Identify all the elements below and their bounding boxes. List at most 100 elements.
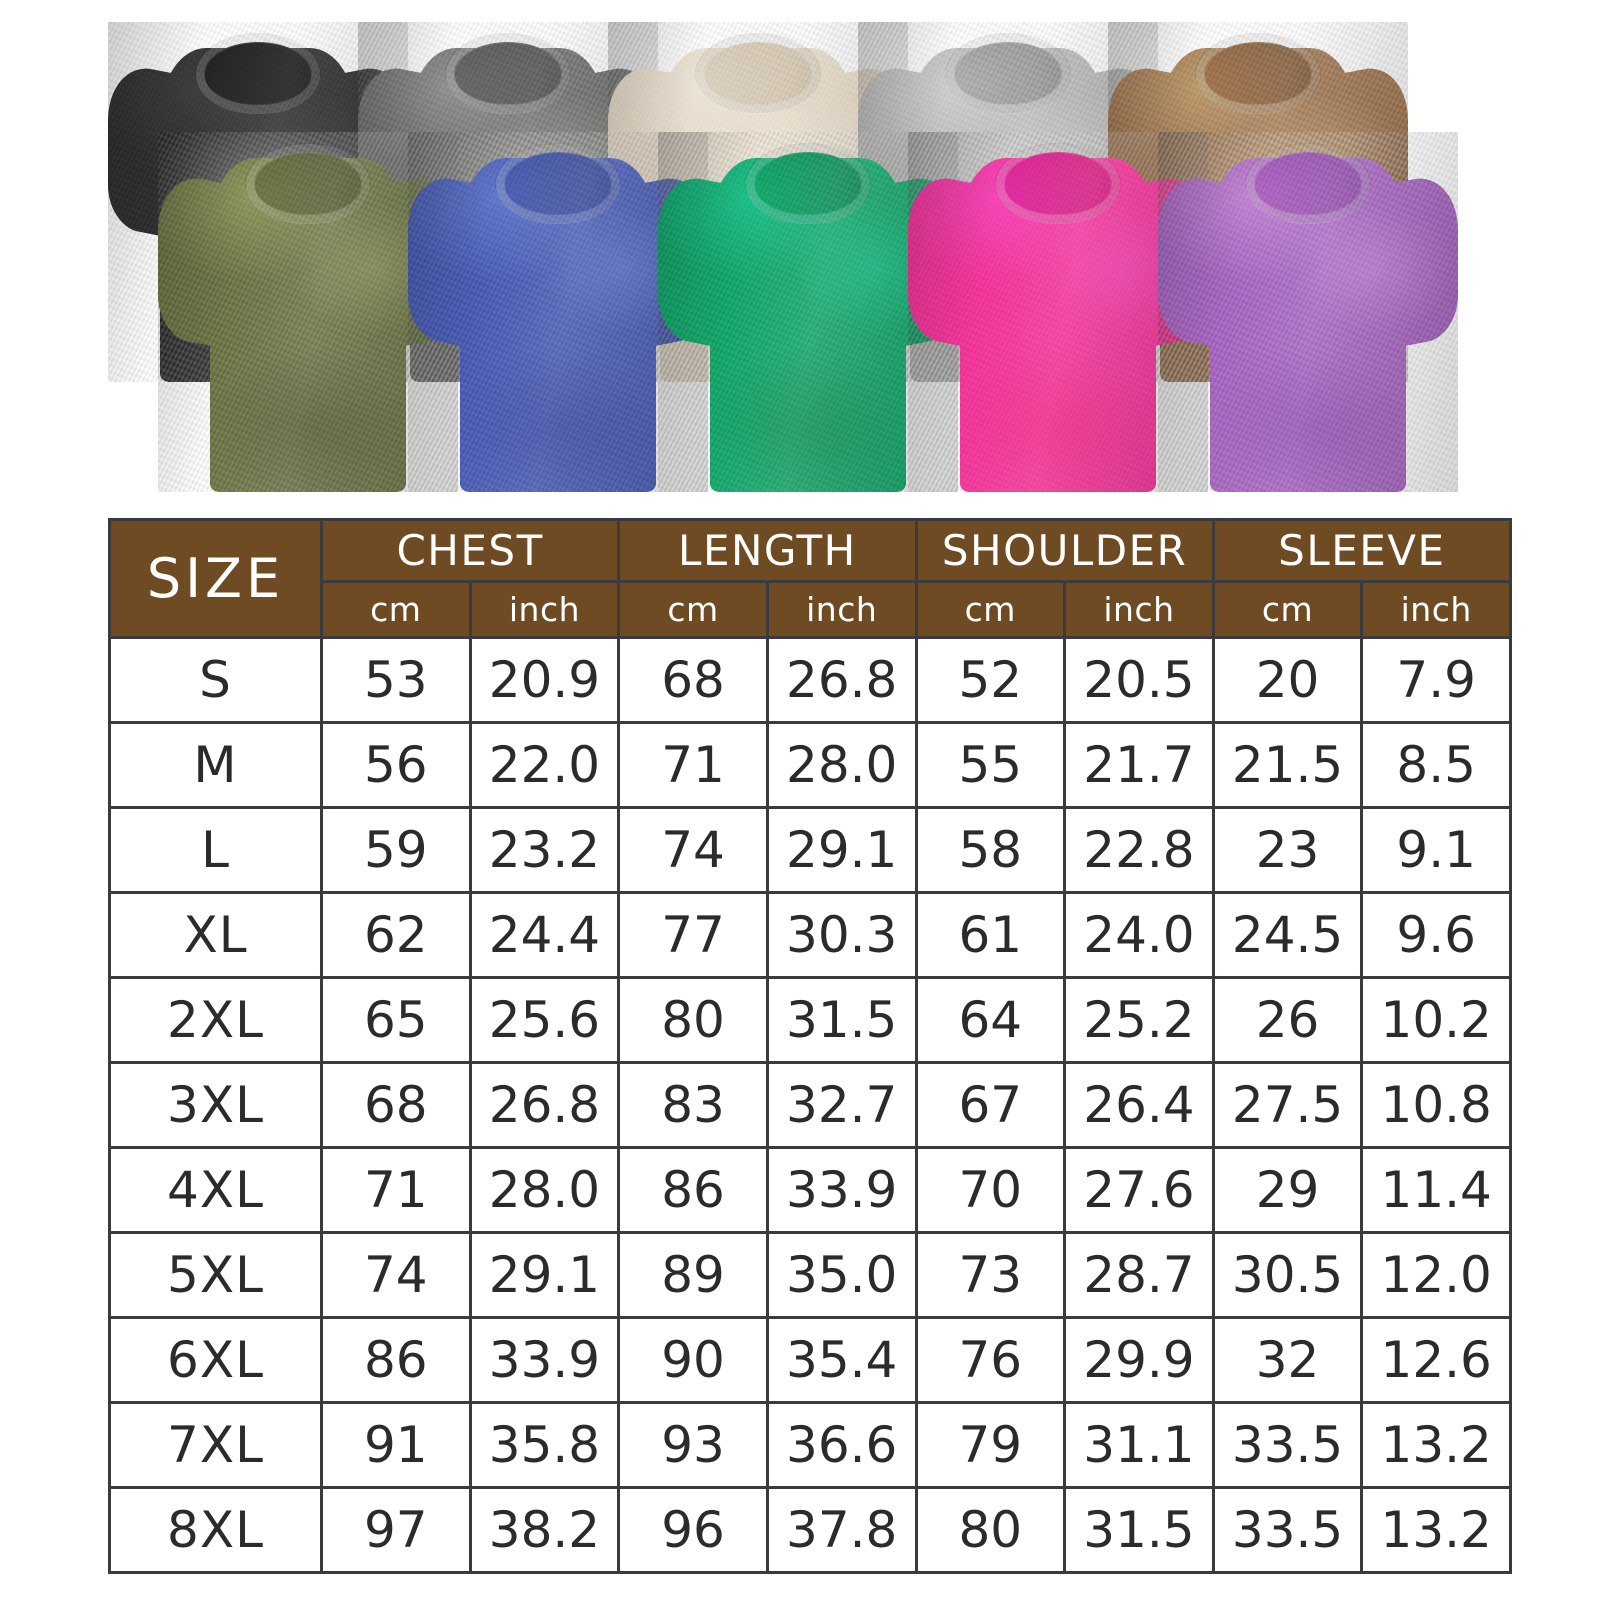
tshirt-collar-ribbing (696, 34, 820, 114)
measure-cell: 11.4 (1360, 1146, 1512, 1234)
measure-cell: 32 (1211, 1316, 1364, 1404)
header-group-shoulder: SHOULDER (914, 518, 1215, 583)
tshirt-collar-ribbing (496, 144, 620, 224)
measure-cell: 62 (320, 891, 472, 979)
tshirt-collar-ribbing (746, 144, 870, 224)
table-row: 3XL 68 26.8 83 32.7 67 26.4 27.5 10.8 (108, 1061, 1512, 1149)
header-size: SIZE (108, 518, 323, 639)
measure-cell: 29 (1211, 1146, 1364, 1234)
measure-cell: 13.2 (1360, 1401, 1512, 1489)
header-shoulder-cm: cm (914, 580, 1067, 639)
measure-cell: 28.0 (468, 1146, 621, 1234)
size-label-cell: XL (108, 891, 323, 979)
measure-cell: 20.5 (1063, 636, 1215, 724)
measure-cell: 61 (914, 891, 1067, 979)
measure-cell: 80 (914, 1486, 1067, 1574)
header-length-inch: inch (765, 580, 918, 639)
measure-cell: 37.8 (765, 1486, 918, 1574)
size-label-cell: L (108, 806, 323, 894)
measure-cell: 21.7 (1063, 721, 1215, 809)
measure-cell: 25.6 (468, 976, 621, 1064)
measure-cell: 29.9 (1063, 1316, 1215, 1404)
measure-cell: 20.9 (468, 636, 621, 724)
tshirt-collar-ribbing (196, 34, 320, 114)
measure-cell: 91 (320, 1401, 472, 1489)
measure-cell: 56 (320, 721, 472, 809)
header-shoulder-inch: inch (1063, 580, 1215, 639)
tshirt-collar-ribbing (996, 144, 1120, 224)
size-label-cell: 3XL (108, 1061, 323, 1149)
measure-cell: 29.1 (468, 1231, 621, 1319)
measure-cell: 74 (320, 1231, 472, 1319)
measure-cell: 52 (914, 636, 1067, 724)
measure-cell: 26.4 (1063, 1061, 1215, 1149)
measure-cell: 83 (617, 1061, 769, 1149)
measure-cell: 26.8 (765, 636, 918, 724)
measure-cell: 23.2 (468, 806, 621, 894)
measure-cell: 10.2 (1360, 976, 1512, 1064)
measure-cell: 58 (914, 806, 1067, 894)
measure-cell: 13.2 (1360, 1486, 1512, 1574)
size-table-header: SIZE CHEST LENGTH SHOULDER SLEEVE cm inc… (108, 518, 1513, 639)
size-label-cell: M (108, 721, 323, 809)
measure-cell: 77 (617, 891, 769, 979)
measure-cell: 30.3 (765, 891, 918, 979)
measure-cell: 29.1 (765, 806, 918, 894)
tshirt-collar-ribbing (246, 144, 370, 224)
header-group-length: LENGTH (617, 518, 918, 583)
measure-cell: 73 (914, 1231, 1067, 1319)
measure-cell: 26.8 (468, 1061, 621, 1149)
table-row: L 59 23.2 74 29.1 58 22.8 23 9.1 (108, 806, 1512, 894)
measure-cell: 27.6 (1063, 1146, 1215, 1234)
table-row: XL 62 24.4 77 30.3 61 24.0 24.5 9.6 (108, 891, 1512, 979)
header-group-chest: CHEST (319, 518, 621, 583)
header-chest-cm: cm (320, 580, 472, 639)
measure-cell: 74 (617, 806, 769, 894)
table-row: S 53 20.9 68 26.8 52 20.5 20 7.9 (108, 636, 1512, 724)
measure-cell: 96 (617, 1486, 769, 1574)
measure-cell: 9.1 (1360, 806, 1512, 894)
measure-cell: 28.0 (765, 721, 918, 809)
measure-cell: 35.0 (765, 1231, 918, 1319)
product-gallery (0, 0, 1600, 500)
measure-cell: 24.0 (1063, 891, 1215, 979)
measure-cell: 22.0 (468, 721, 621, 809)
table-row: 6XL 86 33.9 90 35.4 76 29.9 32 12.6 (108, 1316, 1512, 1404)
size-label-cell: 7XL (108, 1401, 323, 1489)
measure-cell: 24.4 (468, 891, 621, 979)
measure-cell: 59 (320, 806, 472, 894)
table-row: 2XL 65 25.6 80 31.5 64 25.2 26 10.2 (108, 976, 1512, 1064)
size-label-cell: 2XL (108, 976, 323, 1064)
measure-cell: 30.5 (1211, 1231, 1364, 1319)
measure-cell: 64 (914, 976, 1067, 1064)
measure-cell: 33.5 (1211, 1486, 1364, 1574)
measure-cell: 7.9 (1360, 636, 1512, 724)
measure-cell: 31.1 (1063, 1401, 1215, 1489)
size-label-cell: 4XL (108, 1146, 323, 1234)
table-row: 4XL 71 28.0 86 33.9 70 27.6 29 11.4 (108, 1146, 1512, 1234)
measure-cell: 33.9 (468, 1316, 621, 1404)
table-row: 5XL 74 29.1 89 35.0 73 28.7 30.5 12.0 (108, 1231, 1512, 1319)
header-group-sleeve: SLEEVE (1211, 518, 1513, 583)
measure-cell: 89 (617, 1231, 769, 1319)
header-sleeve-cm: cm (1211, 580, 1364, 639)
table-row: 8XL 97 38.2 96 37.8 80 31.5 33.5 13.2 (108, 1486, 1512, 1574)
measure-cell: 71 (320, 1146, 472, 1234)
measure-cell: 9.6 (1360, 891, 1512, 979)
measure-cell: 23 (1211, 806, 1364, 894)
measure-cell: 36.6 (765, 1401, 918, 1489)
measure-cell: 86 (617, 1146, 769, 1234)
header-chest-inch: inch (468, 580, 621, 639)
measure-cell: 68 (320, 1061, 472, 1149)
size-label-cell: 8XL (108, 1486, 323, 1574)
measure-cell: 86 (320, 1316, 472, 1404)
measure-cell: 38.2 (468, 1486, 621, 1574)
measure-cell: 26 (1211, 976, 1364, 1064)
tshirt-collar-ribbing (1246, 144, 1370, 224)
size-label-cell: S (108, 636, 323, 724)
measure-cell: 93 (617, 1401, 769, 1489)
measure-cell: 27.5 (1211, 1061, 1364, 1149)
size-label-cell: 6XL (108, 1316, 323, 1404)
measure-cell: 10.8 (1360, 1061, 1512, 1149)
